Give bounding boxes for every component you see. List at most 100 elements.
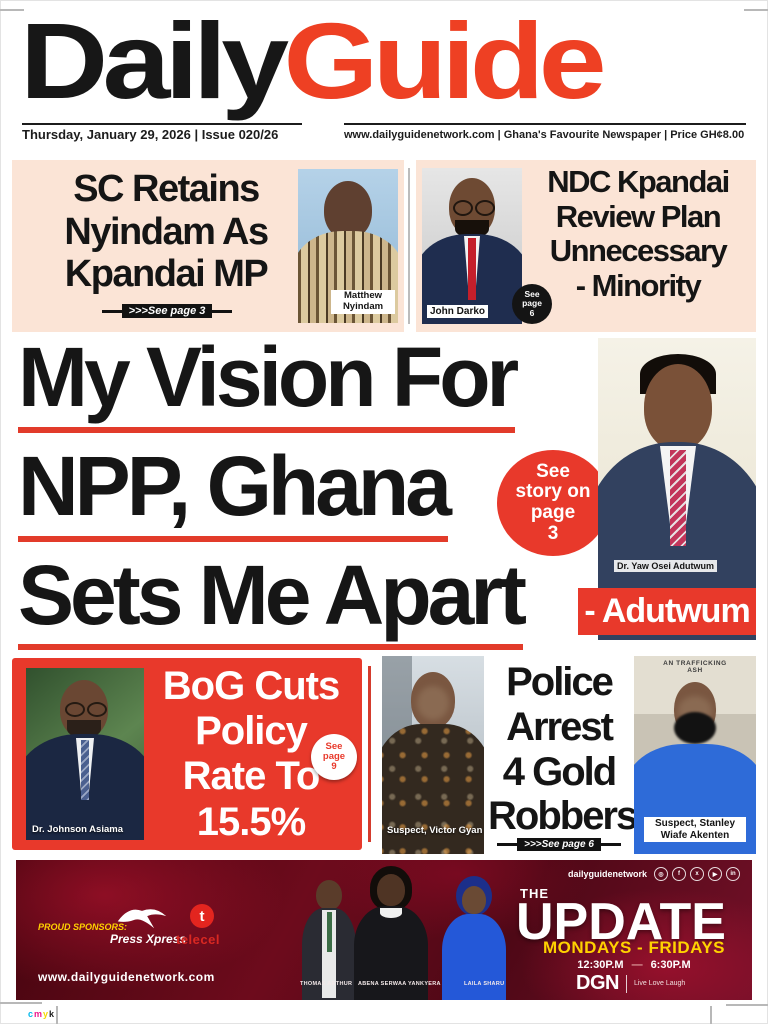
- show-kicker: THE: [520, 886, 549, 901]
- photo-caption: Suspect, Victor Gyan: [387, 825, 483, 836]
- presenter-abena: [346, 866, 436, 1000]
- crop-mark: [0, 1002, 42, 1004]
- photo-john-darko: John Darko: [422, 168, 522, 324]
- see-page-tag: >>>See page 6: [488, 838, 630, 851]
- story-headline: SC Retains Nyindam As Kpandai MP: [64, 168, 269, 296]
- photo-caption: John Darko: [427, 304, 489, 318]
- sponsors-label: PROUD SPONSORS:: [38, 922, 128, 932]
- crop-mark: [0, 9, 24, 11]
- story-sc-retains-nyindam: SC Retains Nyindam As Kpandai MP >>>See …: [12, 160, 404, 332]
- instagram-icon: ◎: [654, 867, 668, 881]
- masthead-rule-left: [22, 123, 302, 125]
- person-collar: [380, 908, 402, 918]
- network-lockup: DGN Live Love Laugh: [576, 972, 685, 995]
- main-headline-line: NPP, Ghana: [18, 444, 452, 542]
- tag-dash: [212, 309, 233, 313]
- telecel-logo: telecel: [176, 932, 220, 947]
- person-tie: [670, 450, 686, 546]
- telecel-icon: t: [190, 904, 214, 928]
- cmyk-print-mark: cmyk: [28, 1009, 55, 1019]
- see-page-badge: See page 9: [311, 734, 357, 780]
- banner-website: www.dailyguidenetwork.com: [38, 970, 215, 984]
- glasses-icon: [65, 702, 85, 717]
- photo-johnson-asiama: Dr. Johnson Asiama: [26, 668, 144, 840]
- masthead-date-issue: Thursday, January 29, 2026 | Issue 020/2…: [22, 127, 279, 142]
- show-schedule-times: 12:30P.M — 6:30P.M: [518, 959, 750, 971]
- person-beard: [67, 720, 101, 738]
- photo-victor-gyan: Suspect, Victor Gyan: [382, 656, 484, 854]
- column-divider: [408, 168, 410, 324]
- masthead-logo: DailyGuide: [20, 4, 607, 117]
- tag-dash: [101, 309, 122, 313]
- story-headline: NDC Kpandai Review Plan Unnecessary - Mi…: [547, 164, 730, 304]
- see-page-label: >>>See page 6: [517, 838, 601, 851]
- person-dress: [354, 906, 428, 1000]
- person-beard: [674, 712, 716, 744]
- tag-dash: [497, 843, 518, 846]
- time-end: 6:30P.M: [650, 959, 691, 971]
- person-shirt: [382, 724, 484, 854]
- person-head: [462, 886, 486, 914]
- social-handle: dailyguidenetwork: [567, 869, 647, 879]
- person-top: [442, 914, 506, 1000]
- youtube-icon: ▶: [708, 867, 722, 881]
- show-title: UPDATE: [516, 893, 726, 951]
- the-update-banner-ad: dailyguidenetwork ◎ f x ▶ in PROUD SPONS…: [16, 860, 752, 1000]
- person-head: [644, 364, 712, 450]
- person-tie: [327, 912, 332, 952]
- see-page-label: >>>See page 3: [121, 304, 213, 318]
- photo-matthew-nyindam: Matthew Nyindam: [298, 169, 398, 323]
- x-icon: x: [690, 867, 704, 881]
- blurred-face: [417, 686, 449, 720]
- masthead-logo-daily: Daily: [20, 0, 289, 121]
- story-police-arrest-headline: Police Arrest 4 Gold Robbers: [488, 660, 638, 839]
- person-head: [316, 880, 342, 910]
- divider: [625, 974, 627, 993]
- person-shirt: [322, 910, 336, 998]
- glasses-icon: [453, 200, 473, 216]
- masthead-site-info: www.dailyguidenetwork.com | Ghana's Favo…: [344, 129, 745, 141]
- time-separator: —: [631, 959, 643, 971]
- masthead-logo-guide: Guide: [283, 0, 606, 121]
- banner-social-row: dailyguidenetwork ◎ f x ▶ in: [568, 867, 740, 881]
- person-head: [377, 874, 405, 906]
- tag-dash: [600, 843, 621, 846]
- story-ndc-kpandai-review: John Darko NDC Kpandai Review Plan Unnec…: [416, 160, 756, 332]
- pressxpress-eagle-icon: [117, 909, 167, 929]
- presenter-name: THOMAS ARTHUR: [300, 981, 353, 987]
- masthead-rule-right: [344, 123, 746, 125]
- see-story-badge: See story on page 3: [497, 450, 609, 556]
- person-beard: [455, 220, 489, 238]
- attribution-box: - Adutwum: [578, 588, 756, 635]
- facebook-icon: f: [672, 867, 686, 881]
- person-tie: [81, 740, 89, 800]
- glasses-icon: [475, 200, 495, 216]
- linkedin-icon: in: [726, 867, 740, 881]
- photo-stanley-wiafe-akenten: AN TRAFFICKING ASH Suspect, Stanley Wiaf…: [634, 656, 756, 854]
- crop-mark: [744, 9, 768, 11]
- photo-caption: Matthew Nyindam: [331, 290, 395, 314]
- network-tagline: Live Love Laugh: [633, 980, 686, 987]
- photo-caption: Suspect, Stanley Wiafe Akenten: [644, 817, 746, 842]
- person-tie: [468, 238, 476, 300]
- story-bog-cuts-rate: Dr. Johnson Asiama BoG Cuts Policy Rate …: [12, 658, 362, 850]
- crop-mark: [56, 1006, 58, 1024]
- glasses-icon: [87, 702, 107, 717]
- see-page-tag: >>>See page 3: [72, 304, 262, 318]
- photo-caption: Dr. Johnson Asiama: [32, 824, 123, 835]
- dgn-logo: DGN: [576, 972, 619, 994]
- pressxpress-logo: Press Xpress: [110, 932, 187, 946]
- photo-caption: Dr. Yaw Osei Adutwum: [614, 560, 718, 573]
- time-start: 12:30P.M: [577, 959, 624, 971]
- show-schedule-days: MONDAYS - FRIDAYS: [543, 938, 725, 957]
- person-head: [324, 181, 372, 239]
- crop-mark: [726, 1004, 768, 1006]
- presenter-name: LAILA SHARU: [464, 981, 505, 987]
- presenter-name: ABENA SERWAA YANKYERA: [358, 981, 441, 987]
- story-headline: BoG Cuts Policy Rate To 15.5%: [162, 664, 340, 844]
- presenter-thomas-arthur: [294, 880, 364, 1000]
- main-headline: My Vision For NPP, Ghana Sets Me Apart: [18, 335, 527, 664]
- crop-mark: [710, 1006, 712, 1024]
- presenter-laila: [436, 876, 516, 1000]
